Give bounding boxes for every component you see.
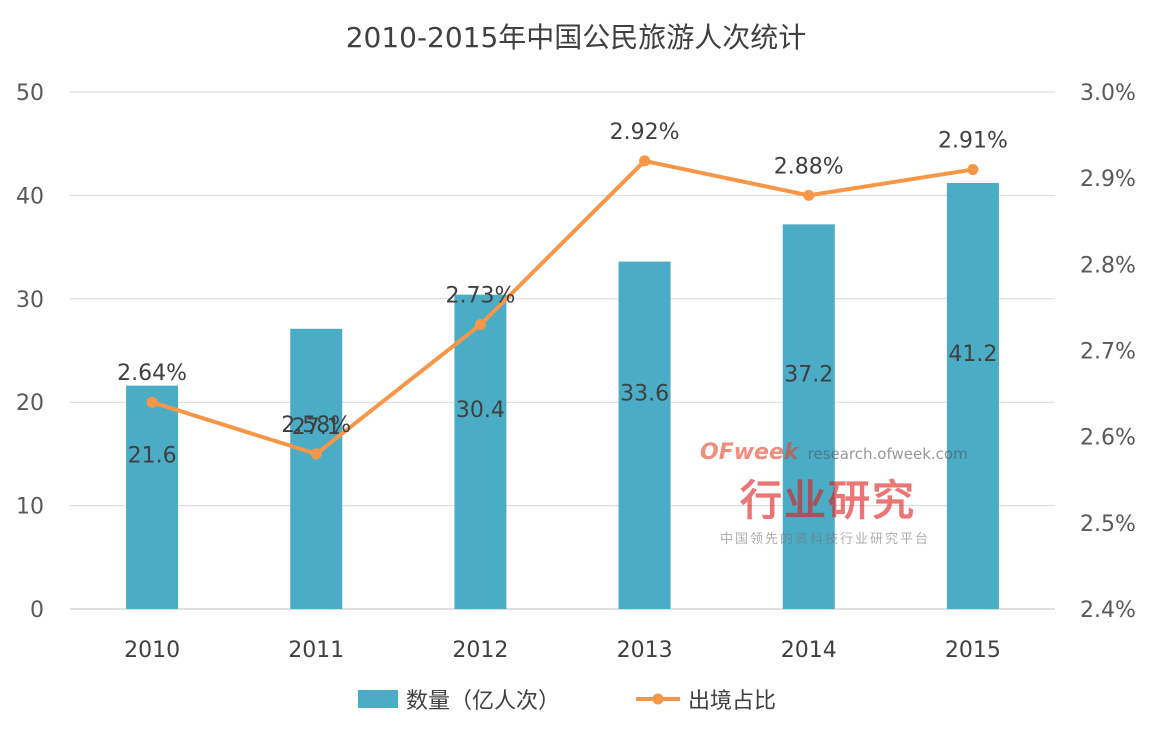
axes: 0 10 20 30 40 50 2.4% 2.5% 2.6% 2.7% 2.8% 2.9% 3.0% 2… (16, 81, 1136, 663)
chart-title: 2010-2015年中国公民旅游人次统计 (345, 21, 807, 54)
y-right-tick-label: 3.0% (1080, 81, 1136, 106)
bar (454, 294, 507, 609)
gridlines (70, 91, 1055, 610)
bar-data-labels: 21.6 27.1 30.4 33.6 37.2 41.2 (128, 342, 998, 468)
x-tick-label: 2014 (781, 638, 837, 663)
y-left-tick-label: 20 (16, 391, 44, 416)
line-point (146, 396, 158, 408)
y-right-tick-label: 2.9% (1080, 167, 1136, 192)
legend: 数量（亿人次） 出境占比 (358, 689, 776, 714)
bar-data-label: 30.4 (456, 398, 505, 423)
x-tick-label: 2013 (617, 638, 673, 663)
legend-swatch-bar (358, 690, 398, 708)
bar (126, 385, 179, 609)
line-data-label: 2.88% (774, 154, 844, 179)
line-data-label: 2.91% (938, 129, 1008, 154)
bar-data-label: 33.6 (620, 381, 669, 406)
line-data-label: 2.64% (117, 361, 187, 386)
line-point (967, 164, 979, 176)
y-right-tick-label: 2.5% (1080, 512, 1136, 537)
bar-data-label: 21.6 (128, 443, 177, 468)
line-point (474, 319, 486, 331)
line-path (151, 158, 974, 456)
line-series: 2.64% 2.58% 2.73% 2.92% 2.88% 2.91% (117, 120, 1008, 460)
line-point (639, 155, 651, 167)
x-tick-label: 2010 (124, 638, 180, 663)
x-tick-label: 2015 (945, 638, 1001, 663)
y-right-tick-label: 2.7% (1080, 340, 1136, 365)
line-data-label: 2.73% (445, 284, 515, 309)
y-left-tick-label: 40 (16, 184, 44, 209)
legend-label-line: 出境占比 (688, 689, 776, 714)
bar-data-label: 27.1 (292, 415, 341, 440)
y-left-tick-label: 10 (16, 495, 44, 520)
y-left-tick-label: 30 (16, 288, 44, 313)
legend-label-bar: 数量（亿人次） (406, 689, 560, 714)
line-data-label: 2.58% (281, 413, 351, 438)
y-right-tick-label: 2.6% (1080, 426, 1136, 451)
line-point (310, 448, 322, 460)
bar-series (126, 182, 999, 610)
y-left-tick-label: 0 (30, 598, 44, 623)
line-point (803, 189, 815, 201)
bar (782, 224, 835, 610)
y-right-tick-label: 2.8% (1080, 253, 1136, 278)
legend-swatch-marker (652, 693, 664, 705)
bar-data-label: 41.2 (948, 342, 997, 367)
bar (618, 261, 671, 609)
y-right-tick-label: 2.4% (1080, 598, 1136, 623)
bar-data-label: 37.2 (784, 363, 833, 388)
x-tick-label: 2012 (452, 638, 508, 663)
bar (290, 328, 343, 609)
y-left-tick-label: 50 (16, 81, 44, 106)
line-data-label: 2.92% (610, 120, 680, 145)
x-tick-label: 2011 (288, 638, 344, 663)
bar (946, 182, 999, 609)
